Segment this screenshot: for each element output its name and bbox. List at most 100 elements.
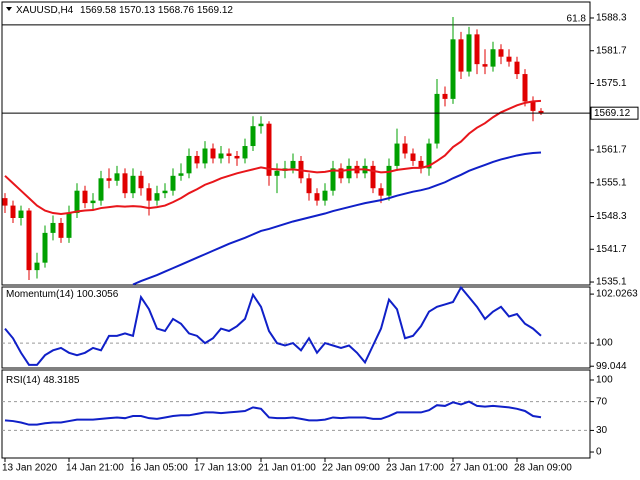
momentum-header: Momentum(14) 100.3056 — [6, 289, 119, 300]
candle-body — [530, 101, 536, 111]
candle-body — [34, 262, 40, 271]
y-tick-label: 1575.1 — [596, 78, 627, 89]
candle-body — [42, 232, 48, 263]
candle-body — [234, 155, 240, 159]
low: 1568.76 — [158, 5, 195, 16]
candle-body — [66, 213, 72, 238]
candle-body — [482, 64, 488, 67]
candle-body — [130, 175, 136, 194]
open: 1569.58 — [80, 5, 117, 16]
y-tick-label: 70 — [596, 396, 608, 407]
candle-body — [186, 155, 192, 174]
symbol-header: XAUUSD,H4 1569.58 1570.13 1568.76 1569.1… — [16, 5, 233, 16]
candle-body — [2, 198, 8, 206]
y-tick-label: 99.044 — [596, 361, 627, 372]
candle-body — [74, 190, 80, 214]
x-tick-label: 13 Jan 2020 — [2, 463, 57, 474]
candle-body — [250, 126, 256, 147]
candle-body — [538, 110, 544, 114]
candle-body — [210, 148, 216, 159]
y-tick-label: 100 — [596, 338, 613, 349]
price-label-box — [590, 106, 639, 120]
y-tick-label: 1541.7 — [596, 244, 627, 255]
candle-body — [378, 188, 384, 196]
candle-body — [394, 143, 400, 166]
candle-body — [442, 93, 448, 99]
candle-body — [290, 160, 296, 169]
y-tick-label: 1561.7 — [596, 145, 627, 156]
candle-body — [50, 222, 56, 233]
candle-body — [122, 173, 128, 194]
rsi-header: RSI(14) 48.3185 — [6, 375, 80, 386]
candle-body — [450, 39, 456, 99]
x-tick-label: 22 Jan 09:00 — [322, 463, 380, 474]
candle-body — [506, 56, 512, 62]
candle-body — [138, 175, 144, 189]
y-tick-label: 1548.3 — [596, 211, 627, 222]
x-tick-label: 23 Jan 17:00 — [386, 463, 444, 474]
candle-body — [426, 143, 432, 169]
symbol: XAUUSD,H4 — [16, 5, 74, 16]
candle-body — [202, 148, 208, 164]
candle-body — [490, 49, 496, 67]
indicator-line — [4, 285, 542, 366]
x-tick-label: 27 Jan 01:00 — [450, 463, 508, 474]
candle-body — [26, 210, 32, 271]
candle-body — [418, 160, 424, 169]
candle-body — [322, 190, 328, 201]
level-label: 61.8 — [567, 14, 587, 25]
indicator-name: RSI(14) — [6, 375, 40, 386]
current-price-label: 1569.12 — [594, 108, 631, 119]
indicator-value: 48.3185 — [43, 375, 80, 386]
candle-body — [514, 61, 520, 75]
y-tick-label: 0 — [596, 447, 602, 458]
moving-average — [132, 151, 542, 286]
y-tick-label: 1588.3 — [596, 13, 627, 24]
moving-average — [4, 99, 542, 216]
candle-body — [498, 49, 504, 57]
x-tick-label: 21 Jan 01:00 — [258, 463, 316, 474]
high: 1570.13 — [119, 5, 156, 16]
candle-body — [10, 205, 16, 218]
indicator-value: 100.3056 — [77, 289, 119, 300]
candle-body — [370, 165, 376, 189]
indicator-name: Momentum(14) — [6, 289, 74, 300]
candle-body — [522, 74, 528, 102]
y-tick-label: 1581.7 — [596, 45, 627, 56]
candle-body — [314, 193, 320, 201]
close: 1569.12 — [197, 5, 234, 16]
candle-body — [402, 143, 408, 154]
candle-body — [474, 34, 480, 65]
candle-body — [154, 193, 160, 201]
y-tick-label: 102.0263 — [596, 289, 638, 300]
candle-body — [162, 190, 168, 194]
candle-body — [386, 165, 392, 196]
rsi-panel-frame — [1, 369, 591, 459]
x-tick-label: 28 Jan 09:00 — [514, 463, 572, 474]
candle-body — [338, 168, 344, 179]
candle-body — [434, 93, 440, 144]
candle-body — [258, 123, 264, 127]
y-tick-label: 1535.1 — [596, 277, 627, 288]
candle-body — [306, 178, 312, 194]
candle-body — [178, 173, 184, 176]
collapse-icon — [6, 7, 12, 11]
candle-body — [170, 175, 176, 191]
x-tick-label: 14 Jan 21:00 — [66, 463, 124, 474]
candle-body — [82, 190, 88, 204]
candle-body — [410, 153, 416, 161]
candle-body — [330, 168, 336, 191]
candle-body — [106, 178, 112, 181]
candle-body — [346, 165, 352, 179]
momentum-panel-frame — [1, 286, 591, 369]
x-tick-label: 16 Jan 05:00 — [130, 463, 188, 474]
candle-body — [194, 155, 200, 164]
y-tick-label: 100 — [596, 375, 613, 386]
y-tick-label: 30 — [596, 425, 608, 436]
candle-body — [18, 210, 24, 218]
candle-body — [90, 200, 96, 204]
indicator-line — [4, 400, 542, 426]
candle-body — [218, 153, 224, 159]
